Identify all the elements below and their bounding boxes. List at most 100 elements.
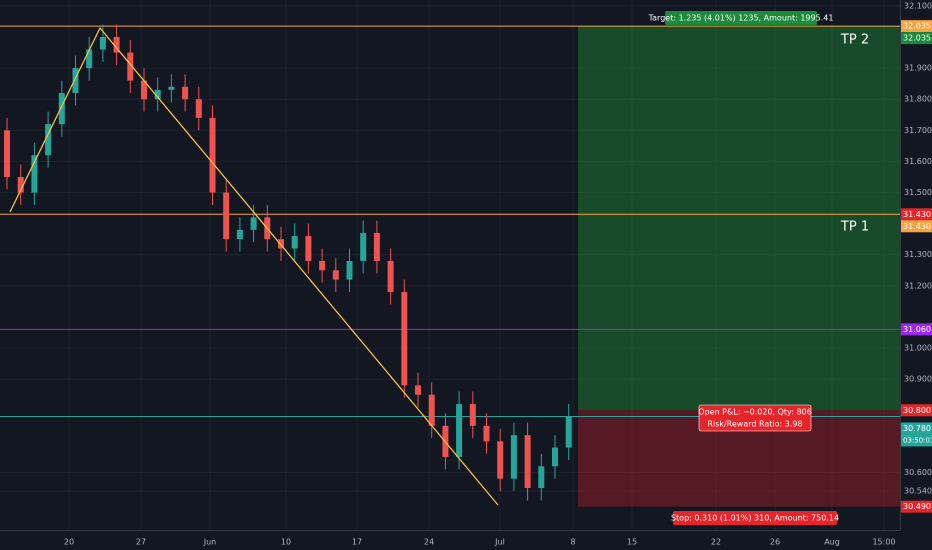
candle-body xyxy=(469,404,476,426)
candle-body xyxy=(236,229,243,240)
candle-body xyxy=(510,435,517,479)
y-tick-label: 31.700 xyxy=(904,126,932,135)
tp2-label: TP 2 xyxy=(840,33,869,48)
candle-body xyxy=(17,176,24,193)
countdown: 03:50:01 xyxy=(903,436,932,444)
x-tick-label: 15 xyxy=(627,538,637,547)
x-tick-label: 15:00 xyxy=(872,538,895,547)
stop-text: Stop: 0.310 (1.01%) 310, Amount: 750.14 xyxy=(671,514,839,523)
candle-body xyxy=(127,52,134,81)
candle-body xyxy=(168,86,175,90)
price-label: 32.035 xyxy=(903,34,931,43)
candle-body xyxy=(113,37,120,53)
price-label: 32.035 xyxy=(903,22,931,31)
x-tick-label: 8 xyxy=(570,538,575,547)
candle-body xyxy=(346,260,353,280)
countdown-bg xyxy=(901,434,932,447)
position-zones xyxy=(578,26,900,507)
candle-body xyxy=(4,130,10,177)
price-label: 30.800 xyxy=(903,406,931,415)
target-text: Target: 1.235 (4.01%) 1235, Amount: 1995… xyxy=(648,14,834,23)
candle-body xyxy=(58,92,65,125)
candle-body xyxy=(373,232,380,261)
y-tick-label: 30.540 xyxy=(904,487,932,496)
candle-body xyxy=(31,155,38,193)
candle-body xyxy=(223,192,230,240)
price-label: 30.490 xyxy=(903,502,931,511)
price-label: 31.430 xyxy=(903,222,931,231)
candle-body xyxy=(483,425,490,442)
y-tick-label: 31.900 xyxy=(904,64,932,73)
y-tick-label: 31.200 xyxy=(904,281,932,290)
price-label-bg xyxy=(901,32,932,45)
price-label-bg xyxy=(901,500,932,513)
target-text-bg xyxy=(665,11,817,25)
x-tick-label: Jun xyxy=(203,538,217,547)
candle-body xyxy=(552,447,558,467)
x-tick-label: 24 xyxy=(424,538,434,547)
trend-lines xyxy=(9,26,499,506)
price-label: 31.060 xyxy=(903,325,931,334)
candle-body xyxy=(278,239,284,249)
candle-body xyxy=(428,394,435,426)
y-tick-label: 31.300 xyxy=(904,250,932,259)
price-label-bg xyxy=(901,20,932,33)
x-tick-label: 22 xyxy=(711,538,721,547)
candle-body xyxy=(209,117,216,193)
x-tick-label: Jul xyxy=(494,538,505,547)
y-tick-label: 30.900 xyxy=(904,375,932,384)
candle-body xyxy=(538,466,545,489)
y-tick-label: 31.000 xyxy=(904,344,932,353)
candle-body xyxy=(401,292,408,386)
pnl-text: Risk/Reward Ratio: 3.98 xyxy=(707,420,802,429)
stop-text-bg xyxy=(673,511,837,525)
y-tick-label: 32.100 xyxy=(904,1,932,10)
candle-body xyxy=(291,236,298,249)
candle-body xyxy=(72,68,79,93)
x-tick-label: 10 xyxy=(281,538,291,547)
candle-body xyxy=(86,49,93,69)
y-tick-label: 31.500 xyxy=(904,188,932,197)
price-label-bg xyxy=(901,220,932,233)
candles xyxy=(4,24,572,501)
pnl-text: Open P&L: −0.020, Qty: 806 xyxy=(698,408,811,417)
labels: 32.100 31.900 31.800 31.700 31.600 31.500 31.3… xyxy=(64,1,932,547)
target-zone xyxy=(578,26,900,411)
price-label-bg xyxy=(901,323,932,336)
candle-body xyxy=(182,86,189,100)
pnl-text-bg xyxy=(698,404,812,432)
y-tick-label: 30.600 xyxy=(904,468,932,477)
candle-body xyxy=(195,99,202,118)
y-tick-label: 31.600 xyxy=(904,157,932,166)
price-label-bg xyxy=(901,404,932,417)
candle-body xyxy=(319,260,326,271)
candle-body xyxy=(360,232,367,261)
candle-body xyxy=(565,416,572,448)
price-label-bg xyxy=(901,208,932,221)
y-tick-label: 31.800 xyxy=(904,95,932,104)
candle-body xyxy=(154,89,161,100)
tp1-label: TP 1 xyxy=(840,220,869,235)
candle-body xyxy=(415,385,421,395)
candle-body xyxy=(456,404,463,457)
x-tick-label: 20 xyxy=(64,538,74,547)
x-tick-label: Aug xyxy=(824,538,840,547)
price-label: 31.430 xyxy=(903,210,931,219)
candle-body xyxy=(45,124,52,156)
price-label-bg xyxy=(901,422,932,435)
x-tick-label: 27 xyxy=(136,538,146,547)
candle-body xyxy=(524,435,531,489)
candle-body xyxy=(305,236,312,261)
candle-body xyxy=(141,80,147,100)
x-tick-label: 26 xyxy=(770,538,780,547)
candle-body xyxy=(99,37,106,50)
x-tick-label: 17 xyxy=(352,538,362,547)
candle-body xyxy=(497,441,504,479)
candle-body xyxy=(332,270,339,280)
grid xyxy=(0,0,900,530)
candle-body xyxy=(250,217,257,230)
price-label: 30.780 xyxy=(903,424,931,433)
candle-body xyxy=(387,260,394,293)
